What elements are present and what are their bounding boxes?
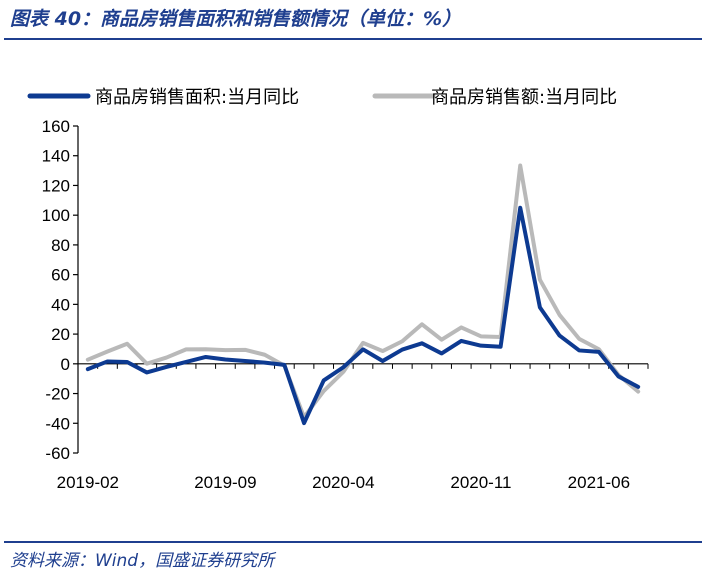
x-tick-label: 2020-11 — [450, 473, 511, 492]
y-tick-label: 0 — [61, 355, 70, 374]
x-tick-label: 2020-04 — [312, 473, 374, 492]
legend-label-1: 商品房销售额:当月同比 — [431, 87, 617, 108]
x-axis: 2019-02 2019-09 2020-04 2020-11 2021-06 — [57, 363, 649, 492]
y-axis: -60 -40 -20 0 20 40 60 80 100 120 140 160 — [42, 117, 79, 463]
series-line-0 — [85, 205, 641, 426]
source-note: 资料来源：Wind，国盛证券研究所 — [10, 551, 275, 571]
x-tick-label: 2019-09 — [194, 473, 256, 492]
y-tick-label: -20 — [45, 385, 70, 404]
y-tick-label: 140 — [42, 147, 70, 166]
y-tick-label: -40 — [45, 414, 70, 433]
y-tick-label: -60 — [45, 444, 70, 463]
series-lines — [85, 163, 641, 426]
header-rule — [4, 38, 702, 40]
y-tick-label: 100 — [42, 206, 70, 225]
y-tick-label: 160 — [42, 117, 70, 136]
footer-rule — [4, 541, 702, 543]
x-tick-label: 2019-02 — [57, 473, 119, 492]
y-tick-label: 60 — [51, 266, 70, 285]
y-tick-label: 80 — [51, 236, 70, 255]
legend: 商品房销售面积:当月同比 商品房销售额:当月同比 — [27, 87, 617, 108]
y-tick-label: 120 — [42, 176, 70, 195]
chart-title: 图表 40：商品房销售面积和销售额情况（单位：%） — [10, 8, 462, 30]
series-line-1 — [85, 163, 641, 420]
y-tick-label: 40 — [51, 295, 70, 314]
y-tick-label: 20 — [51, 325, 70, 344]
x-tick-label: 2021-06 — [568, 473, 630, 492]
legend-label-0: 商品房销售面积:当月同比 — [95, 87, 299, 108]
